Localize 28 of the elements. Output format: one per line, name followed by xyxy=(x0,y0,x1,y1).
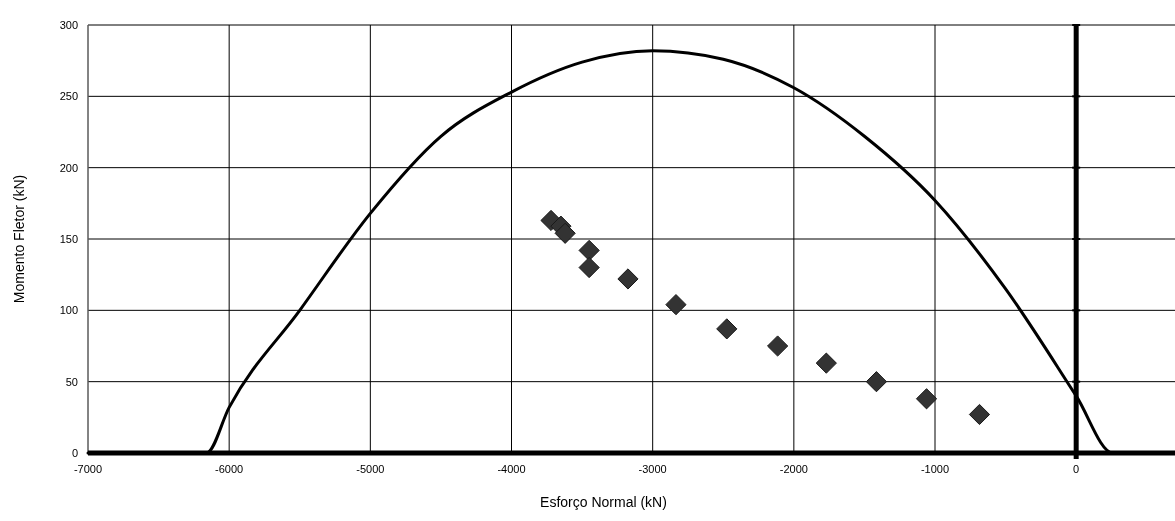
point xyxy=(815,352,837,374)
point xyxy=(578,239,600,262)
y-tick-label: 0 xyxy=(71,447,78,459)
x-axis-title: Esforço Normal (kN) xyxy=(540,494,667,510)
point xyxy=(665,294,687,316)
point xyxy=(865,371,888,393)
y-tick-label: 250 xyxy=(59,90,78,103)
point xyxy=(767,335,789,357)
point xyxy=(554,222,576,244)
x-tick-label: -6000 xyxy=(215,463,244,475)
x-tick-label: -4000 xyxy=(497,463,526,475)
y-tick-label: 50 xyxy=(65,375,78,388)
point xyxy=(716,318,738,340)
point xyxy=(617,268,639,290)
y-tick-label: 200 xyxy=(59,161,78,174)
point xyxy=(915,388,938,410)
x-tick-label: -7000 xyxy=(73,463,103,475)
x-tick-label: 0 xyxy=(1073,463,1080,475)
x-tick-label: -1000 xyxy=(920,463,950,475)
point xyxy=(968,403,991,426)
point xyxy=(578,256,600,279)
y-tick-label: 150 xyxy=(59,233,78,245)
y-axis-title: Momento Fletor (kN) xyxy=(11,174,27,304)
x-tick-label: -3000 xyxy=(638,463,667,475)
x-tick-label: -5000 xyxy=(356,463,385,475)
x-tick-label: -2000 xyxy=(779,463,808,475)
y-tick-label: 300 xyxy=(59,19,78,31)
y-tick-label: 100 xyxy=(59,304,78,317)
